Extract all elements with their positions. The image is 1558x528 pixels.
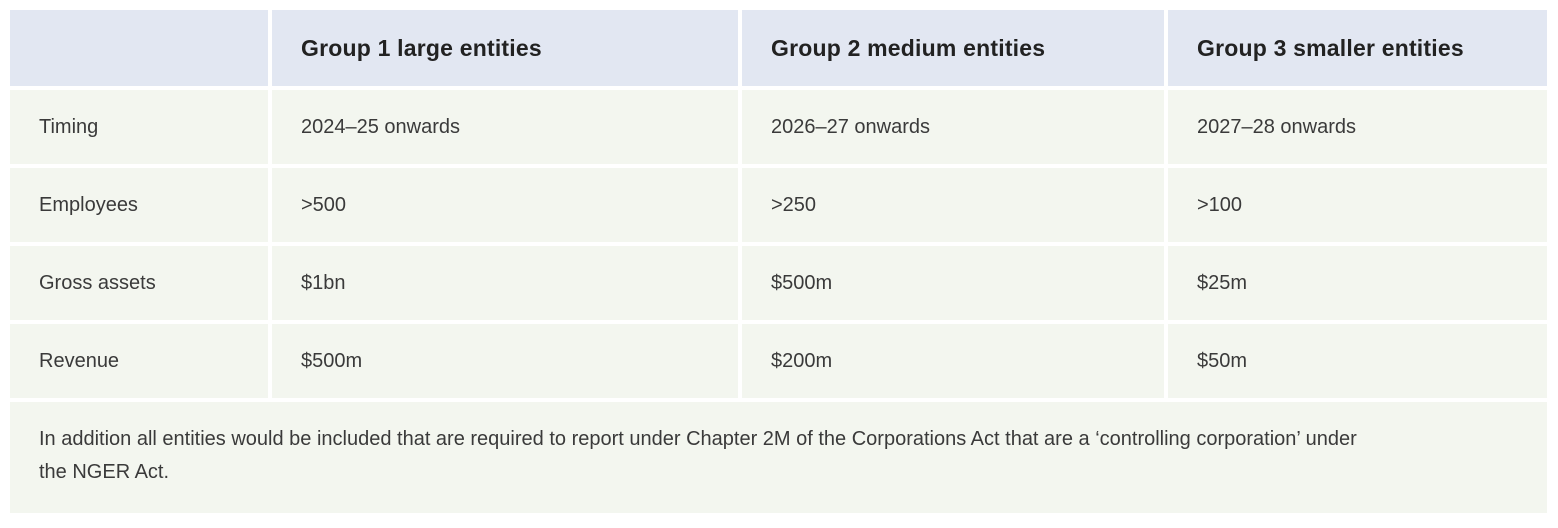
cell-revenue-group-2: $200m <box>742 324 1164 398</box>
cell-gross-assets-group-1: $1bn <box>272 246 738 320</box>
cell-revenue-group-3: $50m <box>1168 324 1547 398</box>
cell-revenue-group-1: $500m <box>272 324 738 398</box>
row-label-timing: Timing <box>10 90 268 164</box>
header-group-3: Group 3 smaller entities <box>1168 10 1547 86</box>
table-grid: Group 1 large entities Group 2 medium en… <box>10 10 1547 398</box>
cell-gross-assets-group-3: $25m <box>1168 246 1547 320</box>
table-footnote: In addition all entities would be includ… <box>10 402 1547 513</box>
cell-employees-group-3: >100 <box>1168 168 1547 242</box>
entity-groups-table: Group 1 large entities Group 2 medium en… <box>10 10 1547 513</box>
cell-employees-group-1: >500 <box>272 168 738 242</box>
row-label-gross-assets: Gross assets <box>10 246 268 320</box>
cell-gross-assets-group-2: $500m <box>742 246 1164 320</box>
cell-timing-group-2: 2026–27 onwards <box>742 90 1164 164</box>
row-label-employees: Employees <box>10 168 268 242</box>
footnote-text: In addition all entities would be includ… <box>39 428 1357 483</box>
header-group-2: Group 2 medium entities <box>742 10 1164 86</box>
header-empty-cell <box>10 10 268 86</box>
cell-timing-group-1: 2024–25 onwards <box>272 90 738 164</box>
cell-timing-group-3: 2027–28 onwards <box>1168 90 1547 164</box>
cell-employees-group-2: >250 <box>742 168 1164 242</box>
header-group-1: Group 1 large entities <box>272 10 738 86</box>
row-label-revenue: Revenue <box>10 324 268 398</box>
